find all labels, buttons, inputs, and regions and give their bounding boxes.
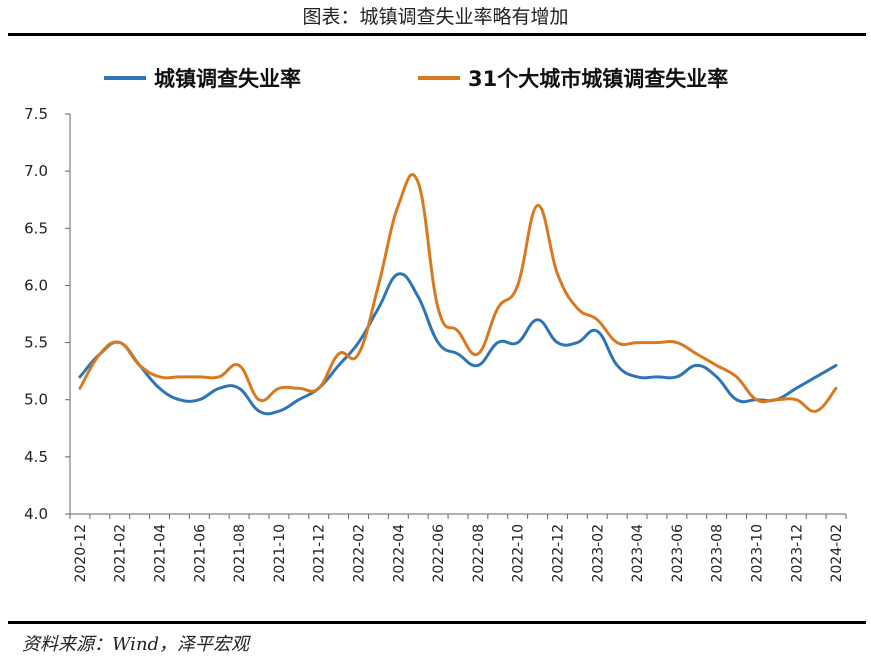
x-tick-label: 2023-10 — [749, 524, 765, 583]
top-rule — [8, 33, 866, 36]
x-tick-label: 2022-08 — [471, 524, 487, 583]
line-chart: 城镇调查失业率 31个大城市城镇调查失业率 4.0 4.5 5.0 5.5 6.0 6.5 7… — [24, 67, 847, 583]
legend: 城镇调查失业率 31个大城市城镇调查失业率 — [104, 67, 728, 91]
x-tick-label: 2020-12 — [73, 524, 89, 583]
x-tick-label: 2023-08 — [710, 524, 726, 583]
bottom-rule — [8, 621, 866, 624]
legend-label-0: 城镇调查失业率 — [154, 67, 301, 91]
source-note: 资料来源：Wind，泽平宏观 — [22, 634, 250, 655]
x-tick-label: 2021-08 — [232, 524, 248, 583]
x-tick-label: 2024-02 — [829, 524, 845, 583]
y-axis: 4.0 4.5 5.0 5.5 6.0 6.5 7.0 7.5 — [24, 105, 71, 523]
y-tick-label: 5.5 — [24, 334, 48, 352]
x-tick-label: 2021-10 — [272, 524, 288, 583]
x-tick-label: 2022-12 — [550, 524, 566, 583]
x-tick-label: 2022-04 — [391, 524, 407, 583]
y-tick-label: 7.0 — [24, 162, 48, 180]
x-tick-label: 2023-04 — [630, 524, 646, 583]
series-line-1 — [78, 173, 838, 413]
series-line-0 — [78, 272, 838, 416]
y-tick-label: 4.0 — [24, 505, 48, 523]
y-tick-label: 4.5 — [24, 448, 48, 466]
y-tick-label: 6.0 — [24, 276, 48, 294]
x-tick-label: 2022-10 — [511, 524, 527, 583]
x-tick-label: 2023-06 — [670, 524, 686, 583]
x-tick-label: 2023-02 — [590, 524, 606, 583]
figure-title: 图表：城镇调查失业率略有增加 — [302, 6, 569, 28]
x-tick-label: 2023-12 — [789, 524, 805, 583]
legend-label-1: 31个大城市城镇调查失业率 — [468, 67, 728, 91]
y-tick-label: 5.0 — [24, 391, 48, 409]
series-lines — [78, 173, 838, 416]
x-tick-label: 2021-06 — [192, 524, 208, 583]
x-tick-label: 2021-04 — [153, 524, 169, 583]
x-tick-label: 2022-06 — [431, 524, 447, 583]
y-tick-label: 6.5 — [24, 219, 48, 237]
x-tick-label: 2022-02 — [352, 524, 368, 583]
x-tick-label: 2021-02 — [113, 524, 129, 583]
y-tick-label: 7.5 — [24, 105, 48, 123]
x-tick-label: 2021-12 — [312, 524, 328, 583]
x-axis: 2020-12 2021-02 2021-04 2021-06 2021-08 2021-… — [69, 513, 847, 583]
